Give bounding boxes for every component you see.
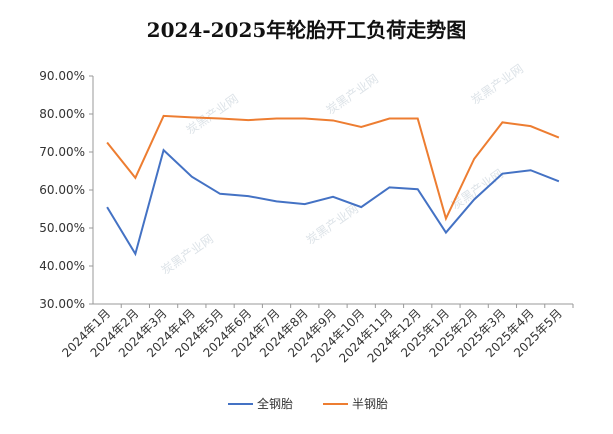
watermark-text: 炭黑产业网 [159,232,216,278]
y-tick-label: 90.00% [39,69,85,83]
series-line-1 [106,114,560,222]
watermark-text: 炭黑产业网 [469,62,526,108]
y-tick-label: 30.00% [39,297,85,311]
watermark-text: 炭黑产业网 [304,202,361,248]
y-tick-label: 40.00% [39,259,85,273]
y-tick-label: 80.00% [39,107,85,121]
watermark-text: 炭黑产业网 [184,92,241,138]
y-tick-label: 60.00% [39,183,85,197]
legend-label: 全钢胎 [257,396,293,411]
y-tick-label: 50.00% [39,221,85,235]
legend-label: 半钢胎 [352,397,388,411]
watermark-text: 炭黑产业网 [324,72,381,118]
watermark-text: 炭黑产业网 [449,167,506,213]
chart-title: 2024-2025年轮胎开工负荷走势图 [146,18,467,42]
series-line-0 [106,148,560,257]
y-tick-label: 70.00% [39,145,85,159]
